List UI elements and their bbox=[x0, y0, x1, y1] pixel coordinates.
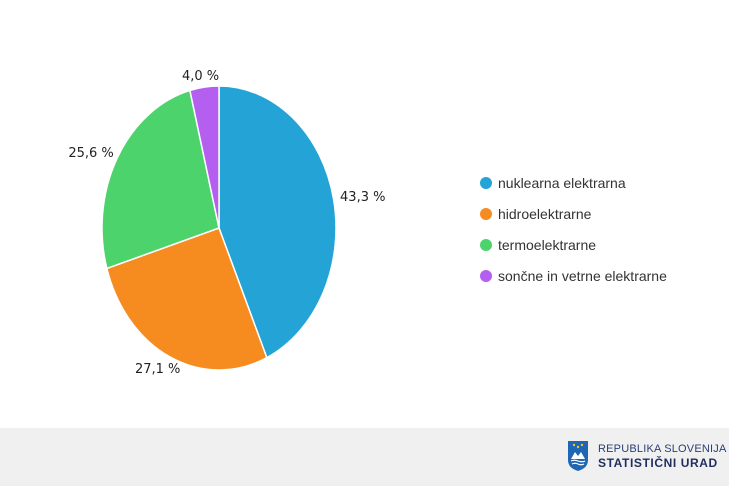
footer-bar bbox=[0, 428, 729, 486]
brand-line-2: STATISTIČNI URAD bbox=[598, 456, 718, 470]
legend-marker-1 bbox=[480, 208, 492, 220]
slice-label-2: 25,6 % bbox=[68, 146, 113, 161]
legend-item-2: termoelektrarne bbox=[480, 235, 667, 255]
brand-logo: REPUBLIKA SLOVENIJA STATISTIČNI URAD bbox=[567, 440, 727, 472]
legend-item-3: sončne in vetrne elektrarne bbox=[480, 266, 667, 286]
legend-marker-0 bbox=[480, 177, 492, 189]
slice-label-3: 4,0 % bbox=[182, 69, 219, 84]
legend-marker-2 bbox=[480, 239, 492, 251]
legend-label-1: hidroelektrarne bbox=[498, 206, 592, 222]
pie-slice-0 bbox=[218, 85, 337, 359]
brand-line-1: REPUBLIKA SLOVENIJA bbox=[598, 443, 727, 455]
slice-label-0: 43,3 % bbox=[340, 190, 385, 205]
legend-item-1: hidroelektrarne bbox=[480, 204, 667, 224]
slovenia-coat-of-arms-icon bbox=[568, 441, 588, 471]
pie-slice-2 bbox=[101, 89, 220, 270]
legend-label-3: sončne in vetrne elektrarne bbox=[498, 268, 667, 284]
legend-marker-3 bbox=[480, 270, 492, 282]
legend-item-0: nuklearna elektrarna bbox=[480, 173, 667, 193]
pie-chart: 43,3 % 27,1 % 25,6 % 4,0 % bbox=[68, 69, 385, 377]
pie-slice-3 bbox=[189, 85, 220, 229]
pie-slice-1 bbox=[105, 227, 268, 371]
slice-label-1: 27,1 % bbox=[135, 362, 180, 377]
chart-legend: nuklearna elektrarna hidroelektrarne termo… bbox=[480, 173, 667, 297]
legend-label-2: termoelektrarne bbox=[498, 237, 597, 253]
legend-label-0: nuklearna elektrarna bbox=[498, 175, 626, 191]
